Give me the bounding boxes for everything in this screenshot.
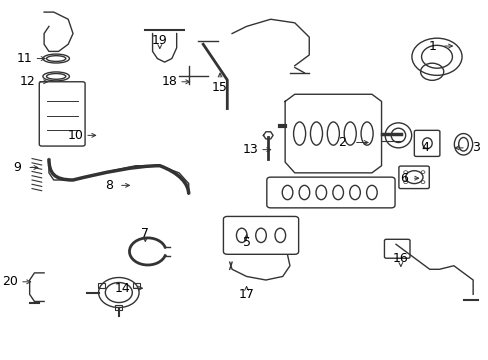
Text: 15: 15 [212, 81, 227, 94]
Text: 17: 17 [238, 288, 254, 301]
Bar [115, 305, 122, 310]
Text: 18: 18 [161, 75, 177, 88]
Text: 13: 13 [242, 143, 258, 156]
Text: 2: 2 [337, 136, 345, 149]
Text: 5: 5 [242, 236, 250, 249]
Text: 10: 10 [67, 129, 83, 142]
Text: 11: 11 [17, 52, 33, 65]
Text: 9: 9 [14, 161, 21, 174]
Text: 3: 3 [470, 141, 479, 154]
Text: 12: 12 [20, 75, 35, 88]
Text: 6: 6 [400, 172, 407, 185]
Text: 16: 16 [392, 252, 408, 265]
Text: 8: 8 [105, 179, 113, 192]
Text: 14: 14 [114, 282, 130, 295]
Text: 7: 7 [141, 227, 149, 240]
Text: 1: 1 [427, 40, 435, 53]
Text: 4: 4 [420, 141, 428, 154]
Bar [133, 283, 140, 288]
Bar [98, 283, 104, 288]
Text: 20: 20 [2, 275, 18, 288]
Text: 19: 19 [152, 34, 167, 47]
